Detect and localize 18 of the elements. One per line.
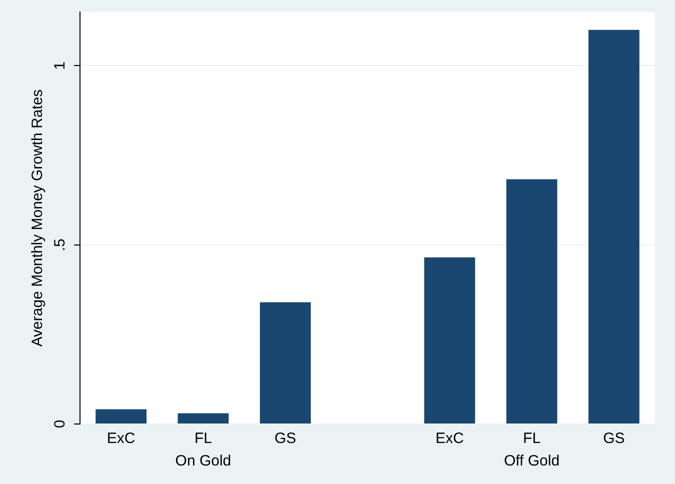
bar [260, 302, 311, 424]
y-tick-label: .5 [52, 238, 69, 252]
bar [96, 409, 147, 424]
y-tick-label: 1 [52, 62, 69, 70]
x-tick-label: ExC [435, 430, 464, 448]
text: On Gold [175, 452, 232, 470]
bar [506, 179, 558, 424]
x-tick-label: FL [194, 430, 212, 448]
x-tick-label: FL [523, 430, 541, 448]
y-axis-title: Average Monthly Money Growth Rates [29, 89, 46, 347]
bar [588, 30, 640, 424]
x-tick-label: GS [274, 430, 296, 448]
x-tick-label: GS [603, 430, 625, 448]
bar [424, 257, 476, 424]
bar [178, 413, 229, 424]
x-tick-label: ExC [106, 430, 136, 448]
y-tick-label: 0 [52, 420, 69, 428]
text: Off Gold [504, 452, 560, 470]
